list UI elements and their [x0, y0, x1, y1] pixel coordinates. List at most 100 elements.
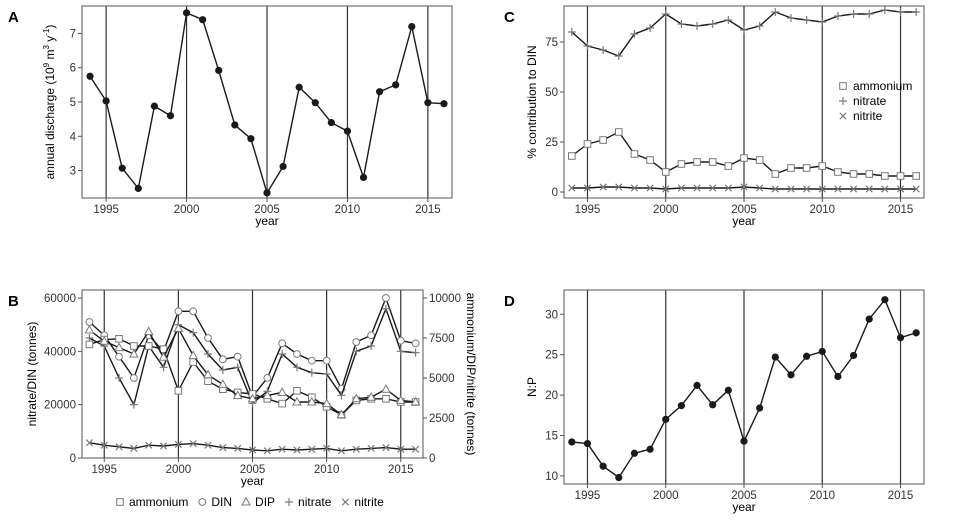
data-point-nitrite-2015 [896, 185, 905, 193]
x-axis-label: year [241, 474, 264, 488]
x-tick-label-1995: 1995 [91, 464, 117, 476]
data-point-nitrate-2003 [218, 366, 227, 374]
data-point-ammonium-1997 [130, 342, 138, 350]
data-point-dip-2001 [188, 350, 199, 360]
data-point-n-p-2012 [849, 351, 858, 360]
x-tick-label-2015: 2015 [388, 464, 414, 476]
panel-label-B: B [8, 293, 19, 310]
data-point-nitrate-2004 [233, 363, 242, 372]
data-point-ammonium-2006 [755, 156, 764, 164]
panel-b-nutrient-load-chart: 1995 2000 2005 2010 2015 0 20000 40000 60000 0 250… [25, 289, 478, 488]
data-point-nitrate-2012 [352, 347, 361, 356]
data-point-nitrite-1998 [630, 184, 639, 192]
data-point-din-1997 [129, 374, 138, 382]
data-point-nitrite-1998 [145, 441, 153, 449]
y-axis-label-part-sup3: -1 [42, 28, 51, 36]
data-point-nitrite-2016 [912, 185, 920, 193]
data-point-nitrite-2001 [677, 184, 686, 192]
legend-b-symbol-nitrate [285, 498, 294, 506]
y-axis-label: nitrate/DIN (tonnes) [25, 322, 39, 427]
data-point-nitrite-2007 [278, 445, 286, 453]
y-tick-label-25: 25 [545, 350, 558, 362]
data-point-n-p-2003 [709, 401, 717, 409]
data-point-dip-2014 [381, 383, 391, 393]
y-axis-label: annual discharge (109 m3 y-1) [42, 25, 57, 180]
data-point-nitrite-1997 [615, 183, 623, 191]
data-point-ammonium-1999 [646, 156, 654, 164]
x-tick-label-2005: 2005 [731, 204, 757, 216]
data-point-din-2007 [278, 339, 287, 348]
data-point-nitrate-2013 [367, 342, 376, 350]
data-point-ammonium-2005 [740, 154, 748, 162]
data-point-discharge-2002 [215, 66, 223, 75]
data-point-ammonium-1996 [115, 335, 123, 343]
data-point-discharge-2012 [376, 88, 384, 96]
data-point-nitrate-2010 [322, 370, 331, 378]
data-point-nitrite-1994 [85, 439, 94, 447]
data-point-discharge-2014 [408, 22, 416, 31]
data-point-nitrite-2002 [693, 184, 701, 192]
data-point-nitrite-2004 [234, 444, 242, 453]
data-point-discharge-2008 [311, 99, 319, 107]
data-point-ammonium-2003 [708, 158, 717, 166]
data-point-dip-2005 [247, 393, 258, 403]
x-tick-label-2000: 2000 [653, 490, 679, 502]
data-point-n-p-1997 [615, 473, 623, 482]
data-point-nitrite-1995 [100, 441, 108, 449]
data-point-discharge-1996 [118, 164, 126, 172]
data-point-nitrate-2009 [802, 16, 811, 24]
data-point-nitrate-2008 [292, 363, 301, 372]
data-point-ammonium-2002 [693, 158, 701, 166]
data-point-n-p-1995 [583, 439, 592, 448]
data-point-dip-2016 [410, 396, 421, 406]
data-point-din-2000 [174, 307, 183, 316]
data-point-nitrate-2006 [755, 22, 764, 30]
legend-b-symbol-din [198, 498, 207, 506]
data-point-nitrate-1999 [159, 363, 168, 372]
data-point-nitrite-2013 [367, 444, 375, 453]
x-tick-label-1995: 1995 [575, 204, 601, 216]
data-point-ammonium-2014 [382, 395, 390, 403]
legend-c-symbol-nitrite [839, 112, 847, 120]
x-tick-label-2005: 2005 [731, 490, 757, 502]
data-point-n-p-1994 [568, 438, 576, 446]
legend-b-label-nitrite: nitrite [354, 495, 384, 509]
data-point-nitrite-2011 [834, 185, 842, 193]
data-point-nitrate-2005 [740, 26, 748, 34]
data-point-ammonium-2008 [293, 387, 301, 395]
data-point-dip-1997 [129, 348, 139, 358]
data-point-nitrate-1995 [583, 42, 592, 50]
data-point-nitrite-2003 [709, 184, 717, 192]
x-tick-label-2010: 2010 [809, 490, 835, 502]
y-tick-label-20: 20 [545, 390, 558, 402]
y-tick-label-7: 7 [70, 28, 76, 40]
data-point-din-2008 [293, 350, 301, 358]
y-axis-label-part-sup1: 9 [42, 62, 51, 67]
panel-c-din-contribution-chart: 1995 2000 2005 2010 2015 0 25 50 75 year % contrib… [525, 5, 925, 228]
data-point-n-p-2006 [756, 404, 764, 412]
y-tick-label-20000: 20000 [44, 400, 76, 412]
data-point-nitrite-2016 [411, 445, 420, 453]
data-point-nitrite-2008 [293, 446, 301, 454]
y-tick-label-6: 6 [70, 63, 76, 75]
data-point-n-p-2004 [724, 386, 732, 394]
data-point-nitrate-2004 [724, 16, 733, 24]
data-point-discharge-2013 [392, 81, 400, 89]
y-axis-label-part-mid1: m [43, 50, 57, 63]
data-point-din-2013 [367, 331, 376, 340]
data-point-nitrite-2014 [881, 185, 889, 193]
data-point-dip-1999 [158, 351, 169, 361]
data-point-dip-1994 [84, 324, 95, 334]
data-point-ammonium-2015 [896, 172, 905, 180]
y-right-tick-label-0: 0 [429, 453, 435, 465]
data-point-nitrite-2005 [740, 183, 748, 191]
data-point-n-p-1999 [646, 445, 654, 453]
data-point-nitrite-2008 [787, 185, 795, 193]
data-point-nitrite-1996 [115, 443, 123, 451]
y-axis-label-part-post: ) [43, 25, 57, 29]
legend-b-symbol-ammonium [116, 498, 124, 506]
data-point-nitrite-2000 [174, 440, 182, 449]
data-point-discharge-2009 [327, 118, 335, 127]
y-axis-label-right: ammonium/DIP/nitrite (tonnes) [464, 293, 478, 456]
data-point-din-2012 [352, 338, 361, 346]
